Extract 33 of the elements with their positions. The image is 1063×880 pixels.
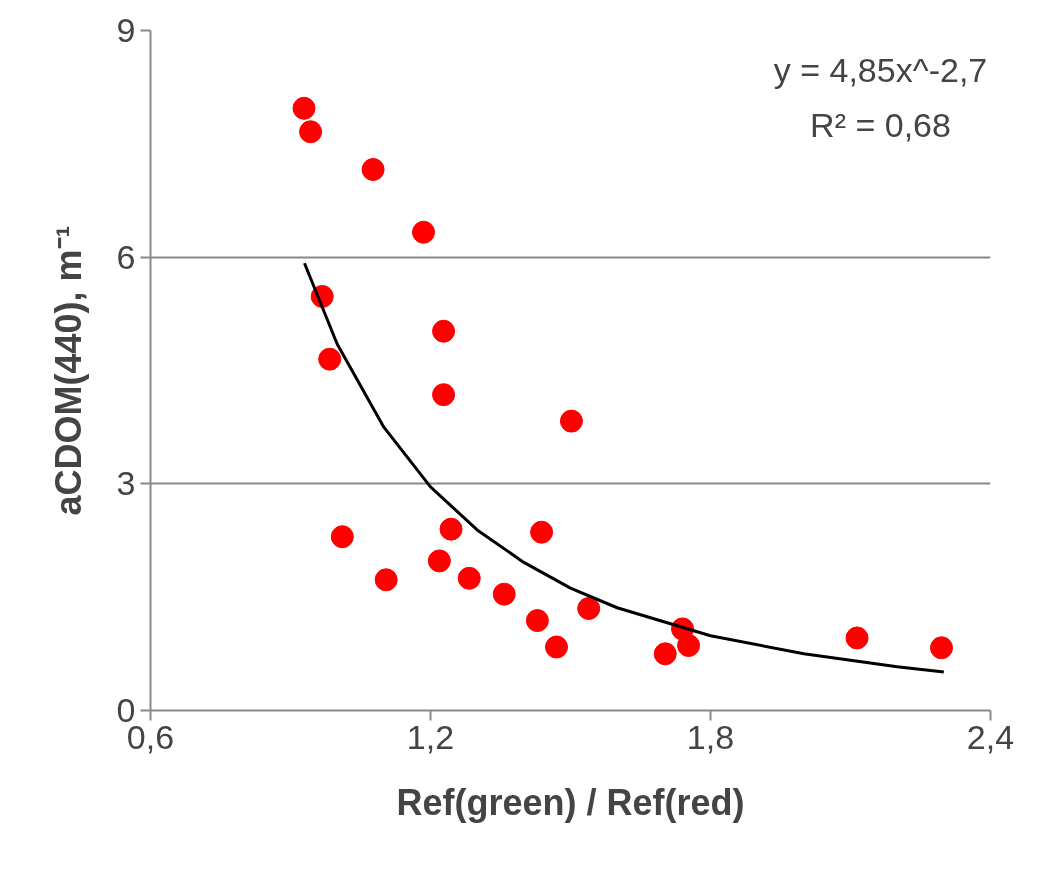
point	[432, 319, 456, 343]
annotation: R² = 0,68	[810, 105, 951, 144]
annotation: y = 4,85x^-2,7	[773, 50, 988, 89]
y-tick-label: 6	[116, 237, 136, 276]
point	[530, 520, 554, 544]
point	[653, 642, 677, 666]
point	[292, 96, 316, 120]
line-series	[303, 261, 946, 674]
x-tick-label: 1,8	[686, 717, 735, 756]
x-tick-label: 2,4	[966, 717, 1015, 756]
point	[457, 566, 481, 590]
x-axis-title: Ref(green) / Ref(red)	[396, 781, 745, 823]
point	[330, 525, 354, 549]
point	[559, 409, 583, 433]
y-axis-title: aCDOM(440), m⁻¹	[47, 225, 89, 516]
point	[677, 634, 701, 657]
point	[492, 582, 516, 606]
point	[545, 635, 568, 659]
point	[577, 597, 601, 620]
point	[439, 517, 463, 541]
point	[845, 626, 869, 650]
point	[432, 383, 456, 407]
x-tick-label: 1,2	[406, 717, 455, 756]
y-tick-label: 3	[116, 464, 136, 503]
point	[412, 220, 435, 244]
point	[374, 568, 398, 592]
point	[299, 120, 323, 144]
y-tick-label: 9	[116, 11, 136, 49]
point	[318, 347, 342, 371]
point	[525, 609, 549, 633]
point	[427, 549, 451, 573]
point	[930, 636, 953, 660]
point	[361, 158, 385, 181]
